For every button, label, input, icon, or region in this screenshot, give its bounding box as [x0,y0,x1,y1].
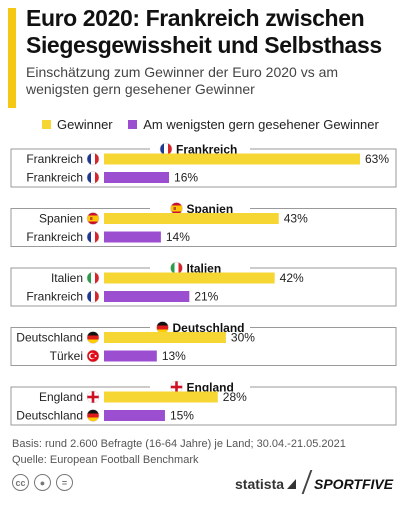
data-label: 13% [162,349,186,363]
bar-least [104,231,161,243]
row-label: England [39,390,83,404]
data-label: 21% [194,290,218,304]
legend-swatch-winner [42,120,51,129]
footnotes: Basis: rund 2.600 Befragte (16-64 Jahre)… [12,436,346,468]
group-italy: Italien Italien 42% Frankreich 21% [10,259,397,307]
statista-logo[interactable]: statista [235,476,297,492]
footnote-source: Quelle: European Football Benchmark [12,454,199,466]
row-label: Frankreich [26,171,83,185]
flag-icon-spain [170,202,183,215]
flag-icon-france [159,142,173,156]
row-label: Frankreich [26,230,83,244]
group-header-bg [150,140,250,156]
flag-icon-spain [86,212,100,225]
group-header: Deutschland [150,318,250,335]
row-label: Frankreich [26,290,83,304]
flag-icon-england [86,390,100,404]
bar-least [104,410,165,421]
chart-title: Euro 2020: Frankreich zwischen Siegesgew… [26,5,382,58]
group-france: Frankreich Frankreich 63% Frankreich 16% [10,140,397,188]
group-header-bg [150,318,250,335]
group-header: England [150,378,250,395]
row-label: Deutschland [16,409,83,423]
data-label: 16% [174,171,198,185]
nd-icon[interactable]: = [56,474,73,491]
group-header: Spanien [150,199,250,216]
bar-winner [104,153,360,165]
bar-winner [104,272,275,284]
group-title: Spanien [187,202,234,216]
group-title: Deutschland [173,321,245,335]
data-label: 28% [223,390,247,404]
data-label: 14% [166,230,190,244]
bar-winner [104,391,218,403]
flag-icon-italy [170,261,183,275]
flag-icon-france [86,152,100,166]
group-header: Frankreich [150,140,250,157]
title-accent-bar [8,8,16,108]
group-header: Italien [150,259,250,276]
group-spain: Spanien Spanien 43% Frankreich 14% [10,199,397,247]
flag-icon-germany [86,331,100,344]
statista-logo-icon [287,479,297,489]
flag-icon-turkey [86,349,100,363]
footnote-basis: Basis: rund 2.600 Befragte (16-64 Jahre)… [12,438,346,450]
chart-subtitle: Einschätzung zum Gewinner der Euro 2020 … [26,64,339,97]
group-title: Frankreich [176,143,237,157]
data-label: 30% [231,331,255,345]
flag-icon-france [86,290,100,303]
bar-least [104,172,170,183]
legend: Gewinner Am wenigsten gern gesehener Gew… [42,117,391,132]
flag-icon-france [86,171,100,184]
bar-winner [104,213,279,224]
sportfive-logo[interactable]: SPORTFIVE [314,476,394,492]
legend-swatch-least [128,120,138,129]
bar-least [104,350,157,362]
license-icons: cc ● = [12,474,73,491]
bar-winner [104,332,226,343]
legend-label-least: Am wenigsten gern gesehener Gewinner [143,117,379,132]
flag-icon-france [86,230,100,244]
legend-label-winner: Gewinner [57,117,113,132]
data-label: 42% [280,271,304,285]
data-label: 43% [284,212,308,226]
row-label: Frankreich [26,152,83,166]
cc-icon[interactable]: cc [12,474,29,491]
flag-icon-germany [156,321,169,334]
row-label: Deutschland [16,331,83,345]
flag-icon-italy [86,271,100,285]
data-label: 15% [170,409,194,423]
legend-item-winner: Gewinner [42,117,113,132]
group-title: England [187,381,234,395]
row-label: Spanien [39,212,83,226]
flag-icon-england [170,380,183,394]
flag-icon-germany [86,409,100,422]
statista-wordmark: statista [235,476,285,492]
bar-least [104,291,190,302]
row-label: Italien [51,271,83,285]
data-label: 63% [365,152,389,166]
group-title: Italien [187,262,222,276]
legend-item-least: Am wenigsten gern gesehener Gewinner [128,117,379,132]
by-icon[interactable]: ● [34,474,51,491]
row-label: Türkei [50,349,83,363]
